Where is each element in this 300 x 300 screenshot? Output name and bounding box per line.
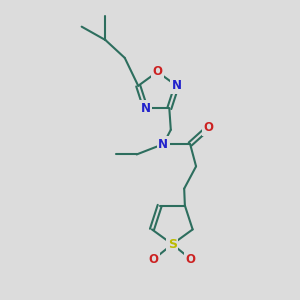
Text: O: O <box>204 121 214 134</box>
Text: S: S <box>168 238 177 251</box>
Text: O: O <box>149 253 159 266</box>
Text: N: N <box>158 138 168 151</box>
Text: O: O <box>186 253 196 266</box>
Text: O: O <box>152 65 162 78</box>
Text: N: N <box>141 102 151 115</box>
Text: N: N <box>172 79 182 92</box>
